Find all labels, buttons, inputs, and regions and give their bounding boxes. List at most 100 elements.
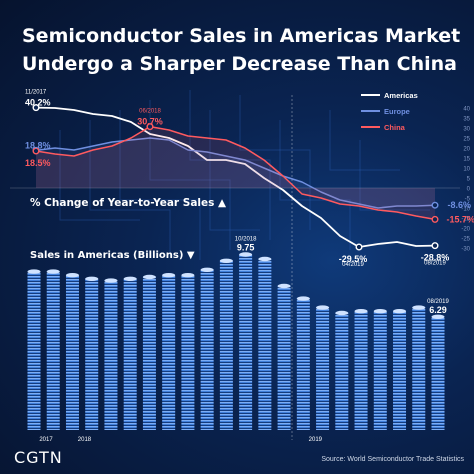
y-tick-label: -20	[461, 227, 470, 233]
bar-cap	[335, 310, 349, 316]
circuit-trace	[59, 130, 140, 221]
bar	[277, 286, 291, 430]
data-point	[355, 243, 363, 251]
bar	[239, 254, 253, 430]
bar	[431, 316, 445, 430]
annotation-label: -8.6%	[447, 200, 471, 210]
annotation-label: 40.2%	[25, 98, 51, 108]
series-line-europe	[35, 137, 436, 209]
data-point	[32, 104, 40, 112]
circuit-trace	[89, 120, 171, 255]
bar-cap	[104, 278, 118, 283]
series-area-china	[36, 126, 435, 220]
bar-cap	[200, 267, 214, 272]
y-tick-label: -25	[461, 237, 470, 243]
bar	[219, 260, 233, 430]
bar-label-value: 9.75	[237, 243, 255, 253]
circuit-trace	[359, 140, 430, 211]
title-line-1: Semiconductor Sales in Americas Market	[22, 25, 461, 47]
y-tick-label: -10	[461, 207, 470, 213]
y-tick-label: 25	[463, 137, 470, 143]
bar-cap	[219, 258, 233, 263]
bar	[27, 271, 41, 430]
title-line-2: Undergo a Sharper Decrease Than China	[22, 53, 457, 75]
bar	[65, 275, 79, 430]
y-tick-label: -15	[461, 217, 470, 223]
bar-cap	[65, 273, 79, 278]
bar	[46, 271, 60, 430]
y-tick-label: -30	[461, 247, 470, 253]
bar-cap	[239, 252, 253, 257]
bar-cap	[296, 296, 310, 301]
bar	[200, 269, 214, 430]
annotation-label: -15.7%	[446, 214, 474, 224]
data-point	[431, 242, 439, 250]
bar-cap	[258, 256, 272, 262]
circuit-trace	[209, 110, 260, 231]
bar	[296, 298, 310, 430]
bar	[258, 259, 272, 430]
bar	[104, 280, 118, 430]
y-tick-label: 0	[467, 187, 471, 193]
legend-label-americas: Americas	[384, 91, 418, 100]
series-line-china	[35, 125, 436, 221]
legend-label-china: China	[384, 123, 406, 132]
chart-title: Semiconductor Sales in Americas Market U…	[22, 22, 462, 78]
year-label: 2017	[39, 437, 53, 443]
series-area-europe	[36, 138, 435, 208]
line-chart: 40 35 30 25 20 15 10 5 0 -5 -10 -15 -20 -25 -30 11/2017…	[10, 90, 474, 268]
bar-chart-subtitle: Sales in Americas (Billions) ▼	[30, 250, 195, 261]
bar	[412, 307, 426, 430]
annotation-label: 08/2019	[424, 261, 446, 267]
bar-cap	[46, 269, 60, 274]
line-chart-subtitle: % Change of Year-to-Year Sales ▲	[30, 197, 227, 209]
y-tick-label: -5	[465, 197, 471, 203]
bar	[354, 311, 368, 430]
bar-cap	[354, 309, 368, 314]
data-point	[146, 123, 154, 131]
year-label: 2018	[78, 437, 92, 443]
circuit-trace	[239, 95, 311, 230]
y-tick-label: 40	[463, 107, 470, 113]
bar-cap	[123, 276, 137, 281]
bar	[123, 278, 137, 430]
annotation-label: 30.7%	[137, 117, 163, 127]
y-tick-label: 20	[463, 147, 470, 153]
bar-chart: Sales in Americas (Billions) ▼ 10/20189.7…	[27, 237, 450, 443]
bar-cap	[142, 274, 156, 280]
bar	[335, 313, 349, 430]
y-tick-label: 35	[463, 117, 470, 123]
circuit-trace	[119, 110, 201, 260]
brand-logo: CGTN	[14, 448, 63, 467]
data-point	[431, 215, 439, 223]
annotation-label: 11/2017	[25, 90, 47, 96]
bar-cap	[85, 276, 99, 281]
circuit-trace	[329, 110, 400, 171]
bar	[85, 278, 99, 430]
bar	[373, 311, 387, 430]
bar-cap	[277, 283, 291, 289]
circuit-decoration	[59, 90, 430, 440]
bar	[162, 275, 176, 430]
legend-label-europe: Europe	[384, 107, 410, 116]
bar-label-value: 6.29	[429, 305, 447, 315]
year-label: 2019	[309, 437, 323, 443]
bar	[393, 311, 407, 430]
annotation-label: -29.5%	[339, 254, 368, 264]
bar-cap	[431, 314, 445, 319]
annotation-label: 18.5%	[25, 158, 51, 168]
series-line-americas	[35, 106, 436, 248]
data-point	[431, 201, 439, 209]
circuit-trace	[149, 100, 231, 250]
bar-cap	[162, 273, 176, 278]
bar	[181, 275, 195, 430]
bar-cap	[316, 305, 330, 310]
bar-cap	[27, 269, 41, 274]
bar-cap	[181, 273, 195, 278]
bar-cap	[412, 305, 426, 310]
circuit-trace	[279, 120, 351, 250]
bar-cap	[373, 309, 387, 314]
bar-cap	[393, 309, 407, 314]
annotation-label: 06/2018	[139, 109, 161, 115]
